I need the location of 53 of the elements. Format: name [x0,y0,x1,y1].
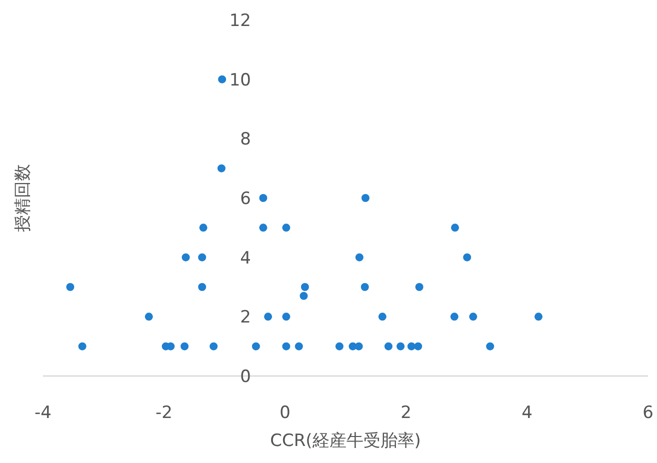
point [300,292,308,300]
point [361,194,370,202]
point [335,342,344,350]
y-tick-label: 4 [240,248,251,268]
point [355,253,364,262]
point [282,224,290,232]
point [78,342,86,350]
point [450,312,458,321]
point [199,224,208,232]
y-tick-label: 2 [240,308,251,328]
y-tick-label: 10 [229,70,251,90]
point [252,342,260,350]
y-tick-label: 12 [229,11,251,31]
point [264,312,272,321]
point [259,194,268,202]
point [415,283,424,291]
point [66,283,74,291]
point [210,342,218,350]
point [469,312,478,321]
point [144,312,153,321]
y-axis-title: 授精回数 [13,164,33,232]
point [182,253,190,262]
x-tick-label: -4 [34,403,52,423]
x-axis-title: CCR(経産牛受胎率) [270,431,421,451]
point [384,342,392,350]
point [486,342,494,350]
point [217,164,226,172]
y-tick-label: 8 [240,130,251,150]
point [414,342,422,350]
point [198,253,206,262]
point [300,283,309,291]
point [198,283,206,291]
x-tick-label: 0 [280,403,290,423]
point [218,75,226,84]
point [259,224,268,232]
point [463,253,472,262]
point [396,342,405,350]
point [354,342,363,350]
point [451,224,460,232]
point [534,312,542,321]
point [180,342,189,350]
point [282,342,290,350]
point [282,312,290,321]
y-tick-label: 6 [240,189,251,209]
point [378,312,386,321]
point [294,342,303,350]
point [407,342,416,350]
x-tick-label: -2 [156,403,172,423]
x-tick-label: 4 [522,403,532,423]
x-tick-label: 2 [400,403,412,423]
x-tick-label: 6 [642,403,654,423]
y-tick-label: 0 [240,367,251,387]
point [360,283,369,291]
